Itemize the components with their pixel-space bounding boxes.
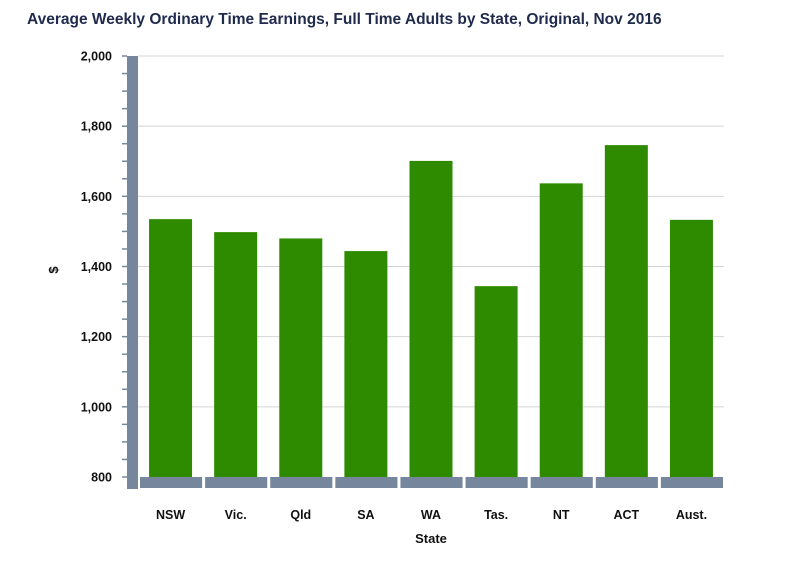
y-tick-label: 2,000 <box>81 50 112 64</box>
bar-nt <box>539 183 583 478</box>
x-axis-segment <box>205 477 268 488</box>
x-tick-label: Qld <box>290 508 311 522</box>
bar-aust <box>669 219 713 477</box>
x-tick-label: Aust. <box>676 508 707 522</box>
x-axis-segment <box>595 477 658 488</box>
x-tick-label: Tas. <box>484 508 508 522</box>
bar-act <box>604 145 648 477</box>
bar-wa <box>409 160 453 477</box>
labels: 800 1,000 1,200 1,400 1,600 1,800 2,000 NSW Vic.… <box>46 50 707 547</box>
x-tick-label: ACT <box>613 508 639 522</box>
bar-qld <box>279 238 323 477</box>
x-tick-label: SA <box>357 508 374 522</box>
x-axis-segment <box>660 477 723 488</box>
y-tick-label: 1,600 <box>81 190 112 204</box>
x-axis-segment <box>400 477 463 488</box>
x-tick-label: Vic. <box>225 508 247 522</box>
x-axis-segment <box>335 477 398 488</box>
y-tick-label: 1,000 <box>81 400 112 414</box>
y-tick-label: 1,800 <box>81 120 112 134</box>
x-tick-label: NSW <box>156 508 185 522</box>
x-axis-segment <box>530 477 593 488</box>
y-axis <box>127 56 138 489</box>
bar-sa <box>344 251 388 477</box>
x-axis-segment <box>270 477 333 488</box>
bar-vic <box>214 232 258 477</box>
bar-tas <box>474 286 518 477</box>
axes <box>122 55 723 489</box>
chart-title: Average Weekly Ordinary Time Earnings, F… <box>27 11 662 28</box>
bars <box>149 145 713 478</box>
y-axis-title: $ <box>46 266 61 274</box>
bar-nsw <box>149 219 193 477</box>
x-axis-title: State <box>415 531 447 546</box>
x-axis-segment <box>465 477 528 488</box>
y-tick-label: 800 <box>91 471 112 485</box>
y-tick-label: 1,400 <box>81 260 112 274</box>
y-tick-label: 1,200 <box>81 330 112 344</box>
x-tick-label: NT <box>553 508 570 522</box>
x-axis-segment <box>140 477 203 488</box>
x-tick-label: WA <box>421 508 441 522</box>
